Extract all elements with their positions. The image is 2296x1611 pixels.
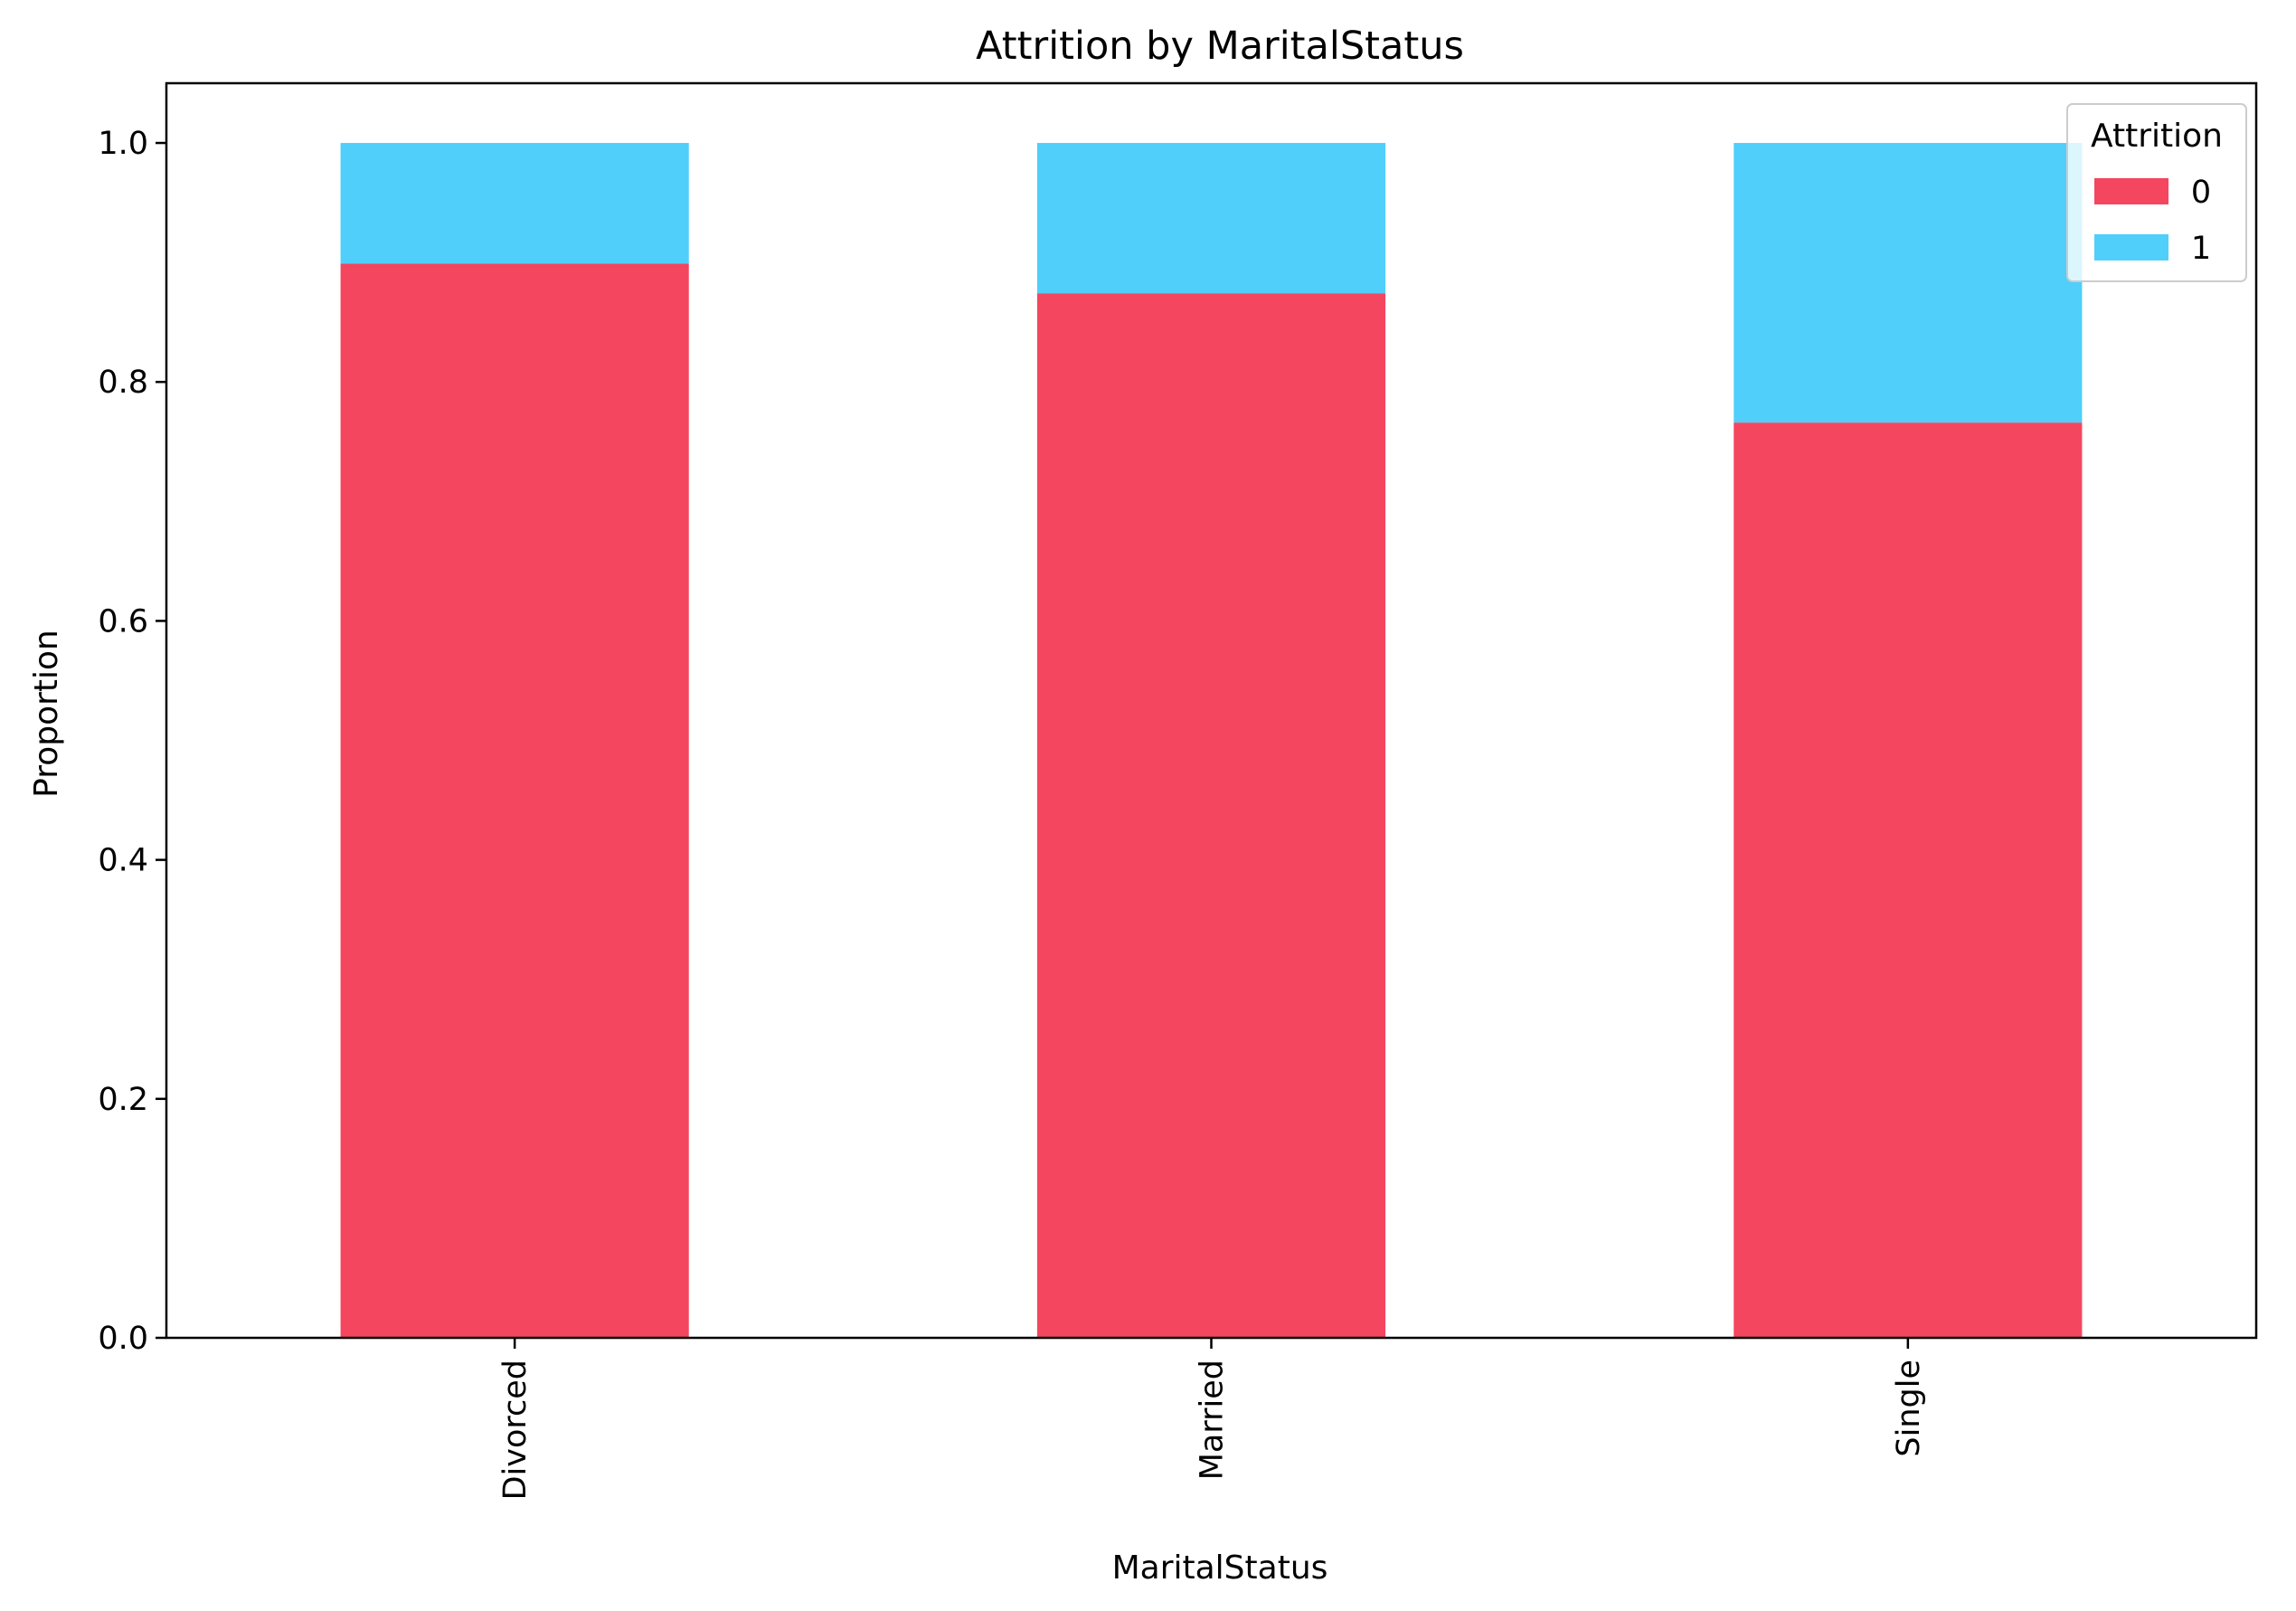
bars-group bbox=[340, 143, 2083, 1339]
y-tick-label-1: 0.2 bbox=[98, 1082, 148, 1118]
bar-single-attrition-1 bbox=[1734, 143, 2083, 423]
x-tick-label-single: Single bbox=[1891, 1360, 1927, 1457]
y-tick-label-0: 0.0 bbox=[98, 1321, 148, 1357]
x-tick-label-married: Married bbox=[1195, 1360, 1231, 1480]
y-tick-label-3: 0.6 bbox=[98, 603, 148, 640]
y-tick-label-2: 0.4 bbox=[98, 843, 148, 879]
bar-divorced-attrition-1 bbox=[340, 143, 689, 264]
chart-title: Attrition by MaritalStatus bbox=[976, 24, 1464, 69]
x-axis: Divorced Married Single bbox=[497, 1338, 1927, 1500]
x-axis-label: MaritalStatus bbox=[1112, 1549, 1328, 1587]
x-tick-label-divorced: Divorced bbox=[497, 1360, 534, 1500]
legend: Attrition 0 1 bbox=[2066, 103, 2247, 282]
legend-swatch-1 bbox=[2094, 234, 2168, 261]
legend-label-1: 1 bbox=[2191, 231, 2211, 267]
y-tick-label-5: 1.0 bbox=[98, 126, 148, 162]
bar-married-attrition-1 bbox=[1036, 143, 1386, 294]
y-tick-label-4: 0.8 bbox=[98, 365, 148, 401]
legend-label-0: 0 bbox=[2191, 175, 2211, 211]
legend-swatch-0 bbox=[2094, 178, 2168, 204]
bar-married-attrition-0 bbox=[1036, 293, 1386, 1339]
legend-title: Attrition bbox=[2091, 118, 2223, 155]
bar-divorced-attrition-0 bbox=[340, 263, 689, 1338]
y-axis: 0.0 0.2 0.4 0.6 0.8 1.0 bbox=[98, 126, 166, 1357]
plot-frame bbox=[165, 81, 2258, 1340]
bar-single-attrition-0 bbox=[1734, 422, 2083, 1338]
y-axis-label: Proportion bbox=[28, 630, 65, 798]
